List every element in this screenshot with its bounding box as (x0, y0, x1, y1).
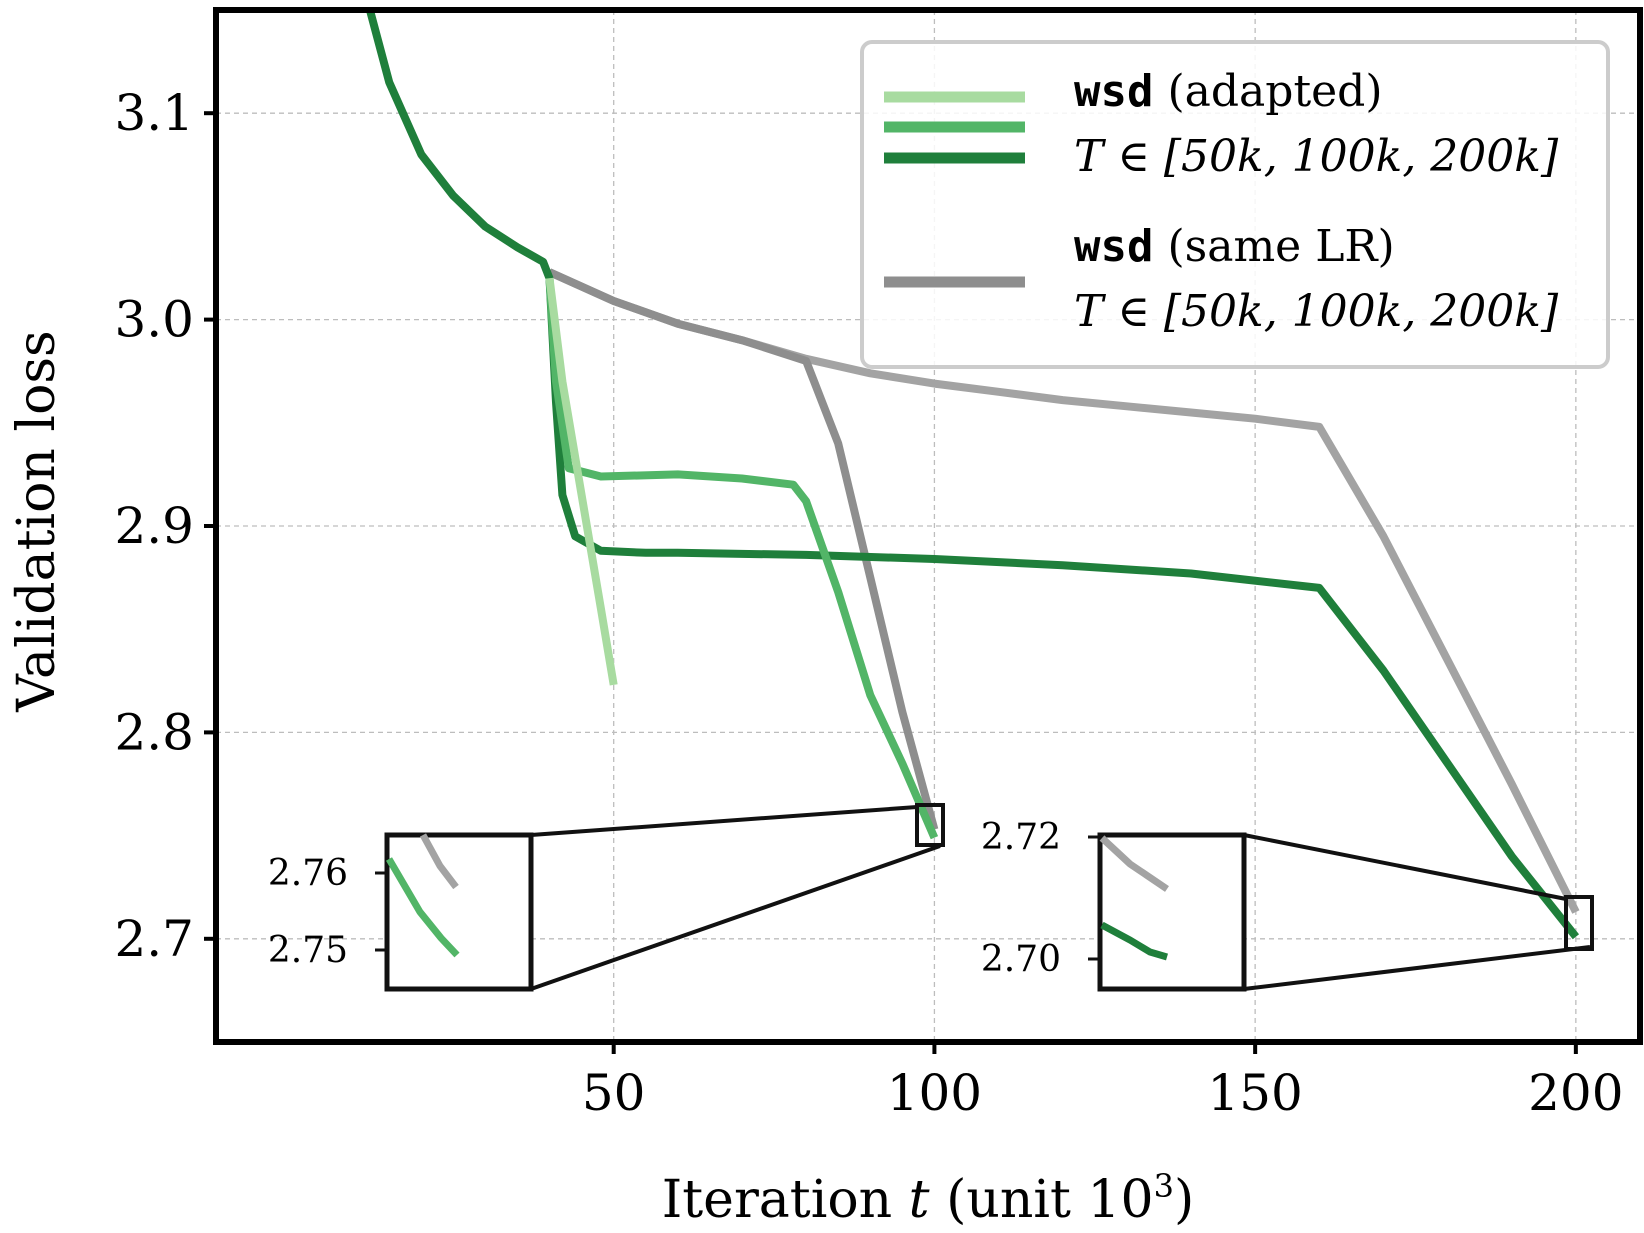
inset-right-tick-label-2: 2.70 (981, 939, 1061, 980)
legend: wsd (adapted) T ∈ [50k, 100k, 200k] wsd … (860, 40, 1610, 369)
legend-same-lr-mono: wsd (1074, 221, 1153, 272)
legend-entry-same-lr: wsd (same LR) (1074, 221, 1395, 272)
x-axis-label-var: t (909, 1170, 930, 1230)
connector-left-top (530, 805, 918, 837)
legend-adapted-math: T ∈ [50k, 100k, 200k] (1074, 131, 1559, 182)
legend-adapted-text: (adapted) (1167, 66, 1382, 117)
series-line-4 (545, 277, 618, 686)
legend-same-lr-text: (same LR) (1167, 221, 1394, 272)
connector-right-bottom (1243, 945, 1591, 991)
inset-left-tick-label-2: 2.75 (268, 930, 348, 971)
inset-right: 2.72 2.70 (981, 817, 1594, 992)
inset-left: 2.76 2.75 (268, 803, 945, 992)
x-axis-label-unit: (unit 10 (946, 1170, 1154, 1230)
series-lines (366, 10, 1580, 940)
y-axis-label: Validation loss (7, 330, 67, 713)
series-line-1 (547, 268, 939, 831)
y-tick-label-3: 3.0 (114, 291, 194, 349)
series-line-3 (545, 278, 939, 840)
inset-right-green-curve (1100, 921, 1168, 961)
inset-right-tick-label-1: 2.72 (981, 817, 1061, 858)
x-tick-label-100: 100 (887, 1064, 982, 1122)
y-tick-label-2.8: 2.8 (114, 703, 194, 761)
x-axis-label-close: ) (1174, 1170, 1194, 1230)
series-line-2 (366, 10, 1580, 940)
legend-frame (860, 40, 1610, 369)
legend-same-lr-math: T ∈ [50k, 100k, 200k] (1074, 286, 1559, 337)
x-axis-label: Iteration t (unit 103) (662, 1167, 1195, 1230)
connector-left-bottom (530, 844, 941, 991)
inset-left-gray-curve (419, 833, 459, 890)
connector-right-top (1243, 833, 1567, 901)
y-tick-label-3.1: 3.1 (114, 84, 194, 142)
legend-entry-adapted: wsd (adapted) (1074, 66, 1383, 117)
inset-left-box (384, 832, 534, 992)
legend-adapted-mono: wsd (1074, 66, 1153, 117)
x-tick-label-150: 150 (1207, 1064, 1302, 1122)
x-axis-label-exp: 3 (1154, 1167, 1174, 1205)
y-tick-label-2.9: 2.9 (114, 497, 194, 555)
axis-ticks: 50 100 150 200 2.7 2.8 2.9 3.0 3.1 (114, 84, 1623, 1122)
inset-right-gray-curve (1099, 835, 1169, 892)
inset-left-green-curve (385, 857, 460, 958)
x-axis-label-word: Iteration (662, 1170, 892, 1230)
zoom-box-left (915, 803, 945, 847)
inset-left-tick-label-1: 2.76 (268, 853, 348, 894)
x-tick-label-50: 50 (582, 1064, 646, 1122)
x-tick-label-200: 200 (1528, 1064, 1623, 1122)
y-tick-label-2.7: 2.7 (114, 910, 194, 968)
